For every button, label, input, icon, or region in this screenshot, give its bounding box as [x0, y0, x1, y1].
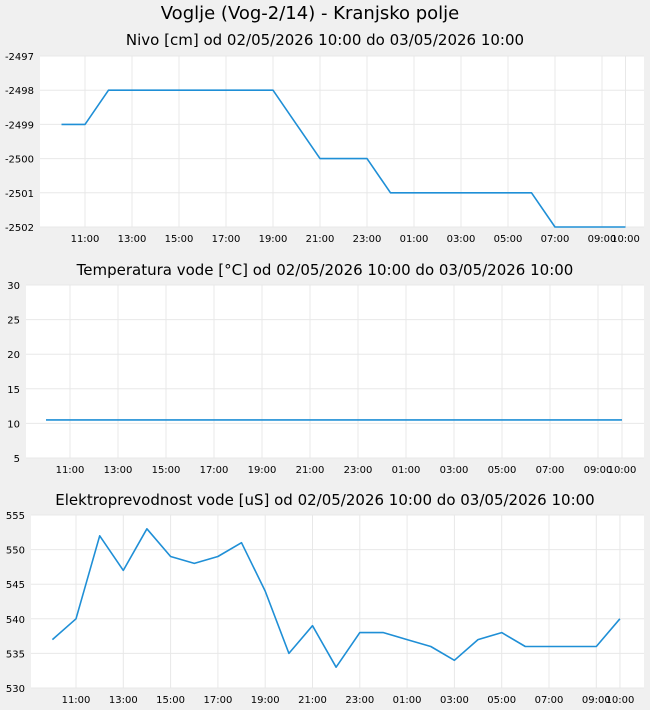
x-tick-label: 10:00 — [606, 695, 635, 706]
page-title: Voglje (Vog-2/14) - Kranjsko polje — [160, 3, 460, 24]
y-tick-label: -2497 — [5, 52, 34, 63]
conductivity-chart: 555 550 545 540 535 530 11:00 13:00 15:00 17:00 19… — [6, 511, 644, 706]
chart-title-temperature: Temperatura vode [°C] od 02/05/2026 10:0… — [76, 261, 574, 279]
y-tick-label: -2499 — [5, 120, 34, 131]
y-tick-label: 10 — [7, 419, 20, 430]
x-tick-label: 03:00 — [447, 234, 476, 245]
x-tick-label: 13:00 — [118, 234, 147, 245]
x-tick-label: 11:00 — [71, 234, 100, 245]
x-tick-label: 13:00 — [109, 695, 138, 706]
chart-title-level: Nivo [cm] od 02/05/2026 10:00 do 03/05/2… — [125, 31, 525, 49]
x-tick-label: 09:00 — [588, 234, 617, 245]
x-tick-label: 09:00 — [584, 465, 613, 476]
x-tick-label: 17:00 — [212, 234, 241, 245]
y-tick-label: 30 — [7, 281, 20, 292]
x-tick-label: 03:00 — [440, 465, 469, 476]
x-tick-label: 03:00 — [440, 695, 469, 706]
y-tick-label: 540 — [6, 615, 25, 626]
x-tick-label: 17:00 — [203, 695, 232, 706]
x-tick-label: 21:00 — [298, 695, 327, 706]
y-tick-label: -2500 — [5, 155, 34, 166]
y-tick-label: 5 — [14, 454, 20, 465]
x-tick-label: 07:00 — [535, 695, 564, 706]
x-tick-label: 09:00 — [582, 695, 611, 706]
y-tick-label: 20 — [7, 350, 20, 361]
x-tick-label: 21:00 — [296, 465, 325, 476]
x-tick-label: 17:00 — [200, 465, 229, 476]
plot-area — [26, 285, 644, 458]
x-tick-label: 05:00 — [494, 234, 523, 245]
x-tick-label: 07:00 — [541, 234, 570, 245]
y-tick-label: 550 — [6, 546, 25, 557]
x-tick-label: 21:00 — [306, 234, 335, 245]
x-tick-label: 01:00 — [392, 465, 421, 476]
y-tick-label: -2502 — [5, 223, 34, 234]
x-tick-label: 15:00 — [165, 234, 194, 245]
x-tick-label: 07:00 — [536, 465, 565, 476]
x-tick-label: 15:00 — [156, 695, 185, 706]
y-tick-label: 25 — [7, 316, 20, 327]
x-tick-label: 05:00 — [488, 465, 517, 476]
y-tick-label: -2498 — [5, 86, 34, 97]
x-tick-label: 19:00 — [248, 465, 277, 476]
x-tick-label: 15:00 — [152, 465, 181, 476]
x-tick-label: 23:00 — [344, 465, 373, 476]
y-tick-label: 535 — [6, 649, 25, 660]
plot-area — [31, 515, 644, 688]
series-line — [51, 528, 621, 668]
x-tick-label: 01:00 — [393, 695, 422, 706]
x-tick-label: 10:00 — [608, 465, 637, 476]
x-tick-label: 11:00 — [62, 695, 91, 706]
x-tick-label: 13:00 — [104, 465, 133, 476]
x-tick-label: 10:00 — [611, 234, 640, 245]
plot-area — [40, 56, 644, 227]
level-chart: -2497 -2498 -2499 -2500 -2501 -2502 11:00 13:00… — [5, 52, 644, 245]
x-tick-label: 05:00 — [487, 695, 516, 706]
x-tick-label: 11:00 — [56, 465, 85, 476]
series-line — [61, 89, 626, 228]
x-tick-label: 19:00 — [259, 234, 288, 245]
y-tick-label: 555 — [6, 511, 25, 522]
x-tick-label: 01:00 — [400, 234, 429, 245]
y-tick-label: 530 — [6, 684, 25, 695]
x-tick-label: 19:00 — [251, 695, 280, 706]
y-tick-label: 545 — [6, 580, 25, 591]
y-tick-label: 15 — [7, 385, 20, 396]
y-tick-label: -2501 — [5, 189, 34, 200]
x-tick-label: 23:00 — [353, 234, 382, 245]
x-tick-label: 23:00 — [345, 695, 374, 706]
chart-title-conductivity: Elektroprevodnost vode [uS] od 02/05/202… — [55, 491, 595, 509]
temperature-chart: 30 25 20 15 10 5 11:00 13:00 15:00 17:00 19:00 21:0… — [7, 281, 644, 476]
